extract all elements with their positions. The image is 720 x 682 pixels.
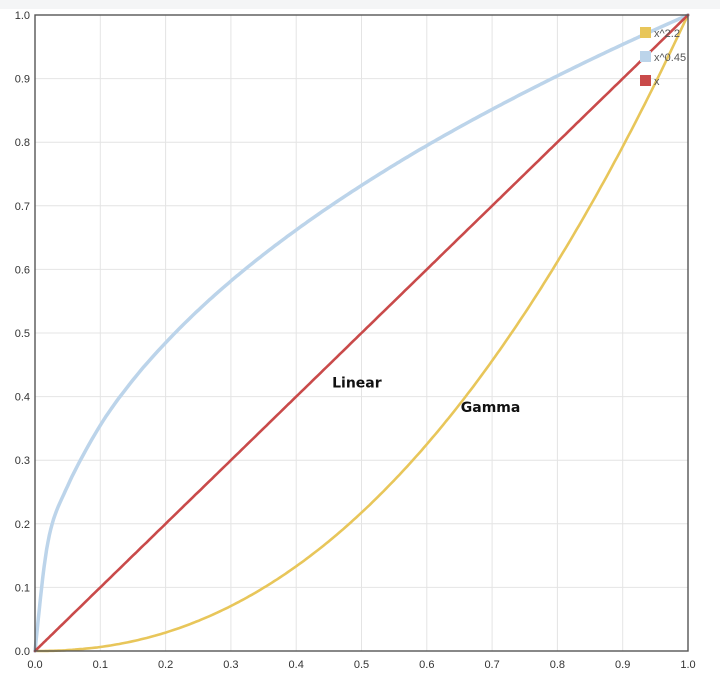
x-tick-label: 0.2 (158, 659, 173, 671)
y-tick-label: 0.8 (15, 137, 30, 149)
legend-label: x (654, 76, 660, 88)
legend-label: x^0.45 (654, 52, 686, 64)
y-axis-ticks: 0.0 0.1 0.2 0.3 0.4 0.5 0.6 0.7 0.8 0.9 1.0 (15, 10, 30, 658)
annotations: Linear Gamma (332, 376, 520, 416)
y-tick-label: 0.1 (15, 582, 30, 594)
legend: x^2.2 x^0.45 x (640, 27, 686, 88)
x-tick-label: 0.7 (484, 659, 499, 671)
x-tick-label: 0.3 (223, 659, 238, 671)
x-tick-label: 0.9 (615, 659, 630, 671)
x-tick-label: 0.4 (289, 659, 304, 671)
x-tick-label: 1.0 (680, 659, 695, 671)
legend-label: x^2.2 (654, 28, 680, 40)
series-line-x (33, 13, 690, 653)
x-tick-label: 0.8 (550, 659, 565, 671)
x-axis-ticks: 0.0 0.1 0.2 0.3 0.4 0.5 0.6 0.7 0.8 0.9 1.0 (27, 659, 695, 671)
annotation-label: Linear (332, 376, 382, 392)
series-line-x-0-45 (33, 13, 690, 653)
x-tick-label: 0.5 (354, 659, 369, 671)
x-tick-label: 0.0 (27, 659, 42, 671)
x-tick-label: 0.6 (419, 659, 434, 671)
y-tick-label: 0.3 (15, 455, 30, 467)
legend-swatch (640, 27, 651, 38)
y-tick-label: 0.6 (15, 264, 30, 276)
y-tick-label: 0.5 (15, 328, 30, 340)
top-strip (0, 0, 720, 9)
legend-swatch (640, 51, 651, 62)
x-tick-label: 0.1 (93, 659, 108, 671)
annotation-label: Gamma (461, 400, 521, 416)
y-tick-label: 0.2 (15, 519, 30, 531)
series-line-x-2-2 (33, 13, 690, 653)
y-tick-label: 0.7 (15, 201, 30, 213)
y-tick-label: 0.4 (15, 392, 30, 404)
y-tick-label: 0.9 (15, 74, 30, 86)
y-tick-label: 0.0 (15, 646, 30, 658)
series-layer (33, 13, 690, 653)
plot-frame (34, 14, 689, 652)
legend-swatch (640, 75, 651, 86)
y-tick-label: 1.0 (15, 10, 30, 22)
